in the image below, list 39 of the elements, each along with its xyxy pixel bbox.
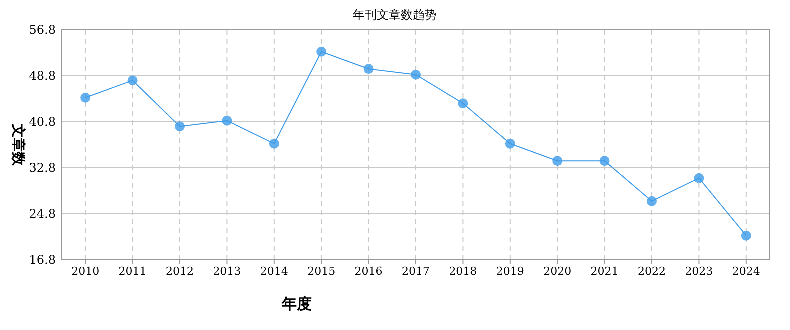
x-tick-label: 2013 xyxy=(213,265,242,278)
point xyxy=(600,156,610,166)
x-tick-label: 2022 xyxy=(638,265,666,278)
y-axis-title: 文章数 xyxy=(10,123,27,167)
x-tick-label: 2019 xyxy=(496,265,524,278)
point xyxy=(364,64,374,74)
x-tick-label: 2024 xyxy=(732,265,760,278)
point xyxy=(269,138,280,149)
y-tick-label: 16.8 xyxy=(29,253,56,268)
y-tick-label: 48.8 xyxy=(29,69,56,84)
x-tick-label: 2014 xyxy=(260,265,288,278)
x-tick-label: 2021 xyxy=(590,265,619,278)
point xyxy=(128,76,138,86)
y-tick-label: 56.8 xyxy=(29,23,56,38)
x-tick-label: 2012 xyxy=(166,265,194,278)
point xyxy=(458,98,468,109)
x-tick-label: 2018 xyxy=(449,265,478,278)
point xyxy=(647,196,657,206)
point xyxy=(80,92,91,103)
x-tick-label: 2015 xyxy=(308,265,336,278)
point xyxy=(411,70,421,80)
x-tick-label: 2011 xyxy=(118,265,147,278)
y-tick-label: 40.8 xyxy=(29,115,56,130)
point xyxy=(552,156,563,166)
x-tick-label: 2020 xyxy=(544,265,572,278)
y-tick-label: 24.8 xyxy=(29,207,56,222)
x-tick-label: 2010 xyxy=(72,265,100,278)
x-tick-label: 2023 xyxy=(685,265,714,278)
x-tick-label: 2017 xyxy=(402,265,430,278)
chart-title: 年刊文章数趋势 xyxy=(353,8,437,22)
point xyxy=(741,230,752,241)
point xyxy=(222,116,232,126)
point xyxy=(316,46,327,57)
point xyxy=(505,138,516,149)
point xyxy=(694,173,704,184)
x-tick-label: 2016 xyxy=(354,265,383,278)
point xyxy=(175,122,185,132)
x-axis-title: 年度 xyxy=(281,295,312,313)
y-tick-label: 32.8 xyxy=(29,161,56,176)
